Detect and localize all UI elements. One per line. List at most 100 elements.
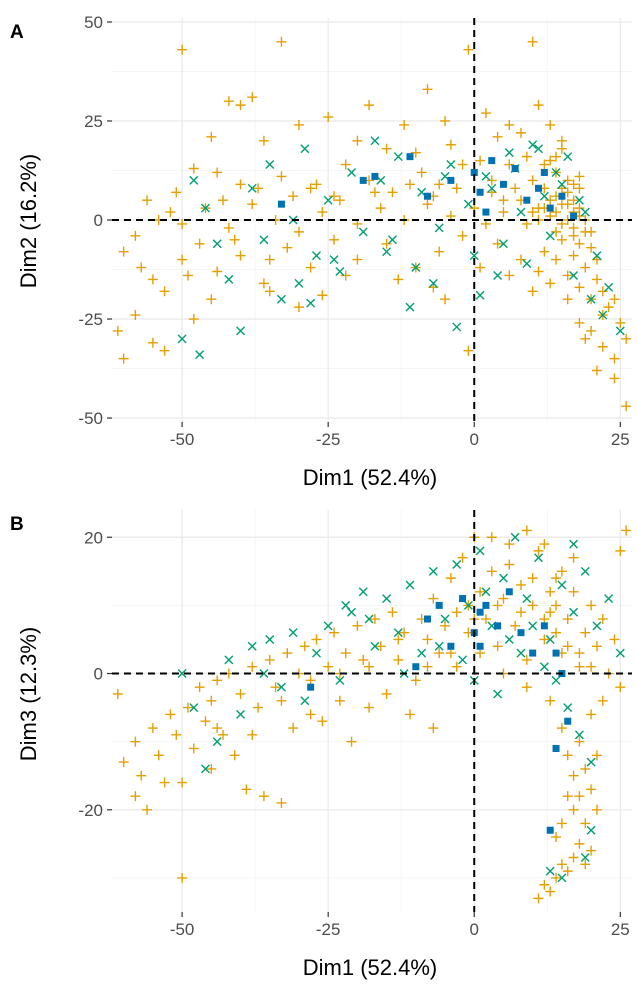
point-plus	[130, 310, 141, 321]
point-plus	[206, 294, 217, 305]
point-plus	[498, 207, 509, 218]
point-cross	[434, 223, 444, 233]
point-plus	[118, 757, 129, 768]
point-cross	[569, 607, 579, 617]
point-cross	[528, 140, 538, 150]
point-cross	[387, 235, 397, 245]
point-plus	[253, 183, 264, 194]
point-plus	[235, 688, 246, 699]
point-cross	[475, 290, 485, 300]
panel-label-a: A	[10, 22, 24, 43]
point-plus	[556, 723, 567, 734]
point-plus	[235, 179, 246, 190]
point-plus	[317, 716, 328, 727]
point-plus	[223, 222, 234, 233]
point-plus	[597, 286, 608, 297]
point-plus	[422, 84, 433, 95]
point-plus	[498, 195, 509, 206]
point-plus	[212, 675, 223, 686]
point-plus	[288, 723, 299, 734]
point-cross	[259, 669, 269, 679]
point-cross	[393, 152, 403, 162]
point-plus	[510, 183, 521, 194]
point-plus	[434, 246, 445, 257]
point-cross	[586, 294, 596, 304]
point-plus	[381, 688, 392, 699]
point-plus	[399, 627, 410, 638]
point-cross	[516, 207, 526, 217]
point-square	[307, 683, 315, 691]
point-plus	[574, 238, 585, 249]
point-plus	[615, 317, 626, 328]
point-plus	[562, 270, 573, 281]
point-cross	[539, 191, 549, 201]
panel-label-b: B	[10, 514, 24, 535]
point-plus	[568, 195, 579, 206]
point-plus	[556, 818, 567, 829]
point-cross	[236, 326, 246, 336]
point-plus	[574, 838, 585, 849]
point-plus	[434, 648, 445, 659]
point-cross	[276, 682, 286, 692]
point-cross	[347, 167, 357, 177]
point-plus	[615, 545, 626, 556]
point-square	[558, 192, 566, 200]
point-cross	[358, 227, 368, 237]
point-plus	[404, 709, 415, 720]
point-plus	[445, 139, 456, 150]
point-cross	[557, 580, 567, 590]
point-cross	[557, 179, 567, 189]
point-square	[424, 615, 432, 623]
point-square	[476, 188, 484, 196]
point-plus	[568, 852, 579, 863]
point-cross	[563, 152, 573, 162]
point-plus	[206, 763, 217, 774]
point-plus	[580, 226, 591, 237]
point-plus	[515, 127, 526, 138]
point-plus	[165, 207, 176, 218]
point-plus	[247, 729, 258, 740]
point-plus	[527, 36, 538, 47]
point-plus	[486, 566, 497, 577]
point-plus	[603, 302, 614, 313]
point-cross	[463, 199, 473, 209]
point-square	[517, 629, 525, 637]
point-plus	[340, 270, 351, 281]
point-plus	[551, 207, 562, 218]
point-plus	[445, 573, 456, 584]
point-cross	[428, 278, 438, 288]
point-cross	[224, 274, 234, 284]
point-plus	[545, 607, 556, 618]
point-plus	[434, 179, 445, 190]
point-plus	[574, 648, 585, 659]
point-plus	[562, 294, 573, 305]
point-plus	[264, 286, 275, 297]
point-square	[488, 157, 496, 165]
point-plus	[305, 262, 316, 273]
point-plus	[142, 804, 153, 815]
point-cross	[247, 183, 257, 193]
point-cross	[498, 573, 508, 583]
point-plus	[288, 191, 299, 202]
point-square	[505, 588, 513, 596]
point-plus	[586, 242, 597, 253]
point-plus	[387, 187, 398, 198]
point-plus	[574, 736, 585, 747]
point-plus	[276, 695, 287, 706]
point-cross	[504, 148, 514, 158]
x-tick-label: -25	[316, 430, 341, 449]
panel-b: B Dim3 (12.3%) Dim1 (52.4%) -50 -25 0 25 -20…	[10, 510, 632, 980]
point-plus	[206, 695, 217, 706]
point-plus	[182, 702, 193, 713]
point-plus	[258, 135, 269, 146]
point-square	[447, 176, 455, 184]
point-plus	[177, 218, 188, 229]
point-plus	[223, 96, 234, 107]
point-cross	[446, 160, 456, 170]
point-plus	[212, 167, 223, 178]
point-plus	[276, 36, 287, 47]
point-plus	[147, 723, 158, 734]
point-cross	[294, 278, 304, 288]
point-cross	[481, 587, 491, 597]
point-plus	[329, 191, 340, 202]
